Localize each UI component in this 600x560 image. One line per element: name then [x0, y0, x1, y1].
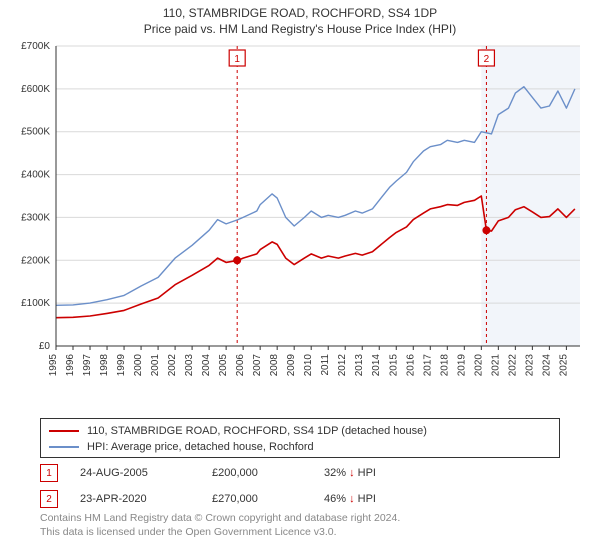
- svg-text:1995: 1995: [48, 354, 59, 377]
- svg-text:2022: 2022: [507, 354, 518, 377]
- svg-text:2020: 2020: [473, 354, 484, 377]
- svg-text:2011: 2011: [320, 354, 331, 376]
- svg-text:2013: 2013: [354, 354, 365, 377]
- svg-text:2019: 2019: [456, 354, 467, 377]
- legend-swatch: [49, 446, 79, 448]
- svg-text:2016: 2016: [405, 354, 416, 377]
- legend-label: 110, STAMBRIDGE ROAD, ROCHFORD, SS4 1DP …: [87, 423, 427, 439]
- sale-row: 2 23-APR-2020 £270,000 46% ↓ HPI: [40, 486, 560, 512]
- svg-text:£600K: £600K: [21, 84, 50, 95]
- svg-text:2004: 2004: [201, 354, 212, 377]
- legend-item: 110, STAMBRIDGE ROAD, ROCHFORD, SS4 1DP …: [49, 423, 551, 439]
- svg-text:2002: 2002: [167, 354, 178, 377]
- svg-text:£400K: £400K: [21, 170, 50, 181]
- svg-text:1998: 1998: [99, 354, 110, 377]
- svg-text:2008: 2008: [269, 354, 280, 377]
- legend: 110, STAMBRIDGE ROAD, ROCHFORD, SS4 1DP …: [40, 418, 560, 458]
- svg-text:2000: 2000: [133, 354, 144, 377]
- svg-text:2017: 2017: [422, 354, 433, 377]
- sale-pct: 46% ↓ HPI: [324, 493, 434, 505]
- sale-marker-box: 2: [40, 490, 58, 508]
- svg-text:2012: 2012: [337, 354, 348, 377]
- svg-text:£100K: £100K: [21, 298, 50, 309]
- footer-line1: Contains HM Land Registry data © Crown c…: [40, 512, 560, 526]
- svg-text:2015: 2015: [388, 354, 399, 377]
- title-sub: Price paid vs. HM Land Registry's House …: [0, 22, 600, 36]
- sale-price: £200,000: [212, 467, 302, 479]
- sale-row: 1 24-AUG-2005 £200,000 32% ↓ HPI: [40, 460, 560, 486]
- svg-text:£700K: £700K: [21, 41, 50, 52]
- svg-text:1: 1: [234, 54, 240, 65]
- svg-text:2018: 2018: [439, 354, 450, 377]
- chart-titles: 110, STAMBRIDGE ROAD, ROCHFORD, SS4 1DP …: [0, 0, 600, 36]
- footer-line2: This data is licensed under the Open Gov…: [40, 526, 560, 540]
- svg-text:£500K: £500K: [21, 127, 50, 138]
- chart-svg: £0 £100K £200K £300K £400K £500K £600K £700K 1 2 1…: [0, 40, 600, 410]
- svg-text:2: 2: [484, 54, 490, 65]
- legend-swatch: [49, 430, 79, 432]
- svg-text:2007: 2007: [252, 354, 263, 377]
- svg-text:2003: 2003: [184, 354, 195, 377]
- svg-text:2010: 2010: [303, 354, 314, 377]
- svg-text:2021: 2021: [490, 354, 501, 377]
- chart: £0 £100K £200K £300K £400K £500K £600K £700K 1 2 1…: [0, 40, 600, 410]
- sale-price: £270,000: [212, 493, 302, 505]
- svg-text:£200K: £200K: [21, 255, 50, 266]
- svg-text:2009: 2009: [286, 354, 297, 377]
- sale-date: 24-AUG-2005: [80, 467, 190, 479]
- svg-text:1999: 1999: [116, 354, 127, 377]
- svg-text:2024: 2024: [541, 354, 552, 377]
- sale-date: 23-APR-2020: [80, 493, 190, 505]
- legend-label: HPI: Average price, detached house, Roch…: [87, 439, 314, 455]
- sale-marker-box: 1: [40, 464, 58, 482]
- svg-text:£0: £0: [39, 341, 51, 352]
- svg-text:£300K: £300K: [21, 212, 50, 223]
- footer: Contains HM Land Registry data © Crown c…: [40, 512, 560, 539]
- title-main: 110, STAMBRIDGE ROAD, ROCHFORD, SS4 1DP: [0, 6, 600, 20]
- svg-text:2006: 2006: [235, 354, 246, 377]
- svg-text:2025: 2025: [558, 354, 569, 377]
- svg-text:2001: 2001: [150, 354, 161, 377]
- legend-item: HPI: Average price, detached house, Roch…: [49, 439, 551, 455]
- svg-text:1997: 1997: [82, 354, 93, 377]
- svg-text:2014: 2014: [371, 354, 382, 377]
- svg-text:2023: 2023: [524, 354, 535, 377]
- sale-pct: 32% ↓ HPI: [324, 467, 434, 479]
- sales-table: 1 24-AUG-2005 £200,000 32% ↓ HPI 2 23-APR-202…: [40, 460, 560, 512]
- svg-text:2005: 2005: [218, 354, 229, 377]
- svg-text:1996: 1996: [65, 354, 76, 377]
